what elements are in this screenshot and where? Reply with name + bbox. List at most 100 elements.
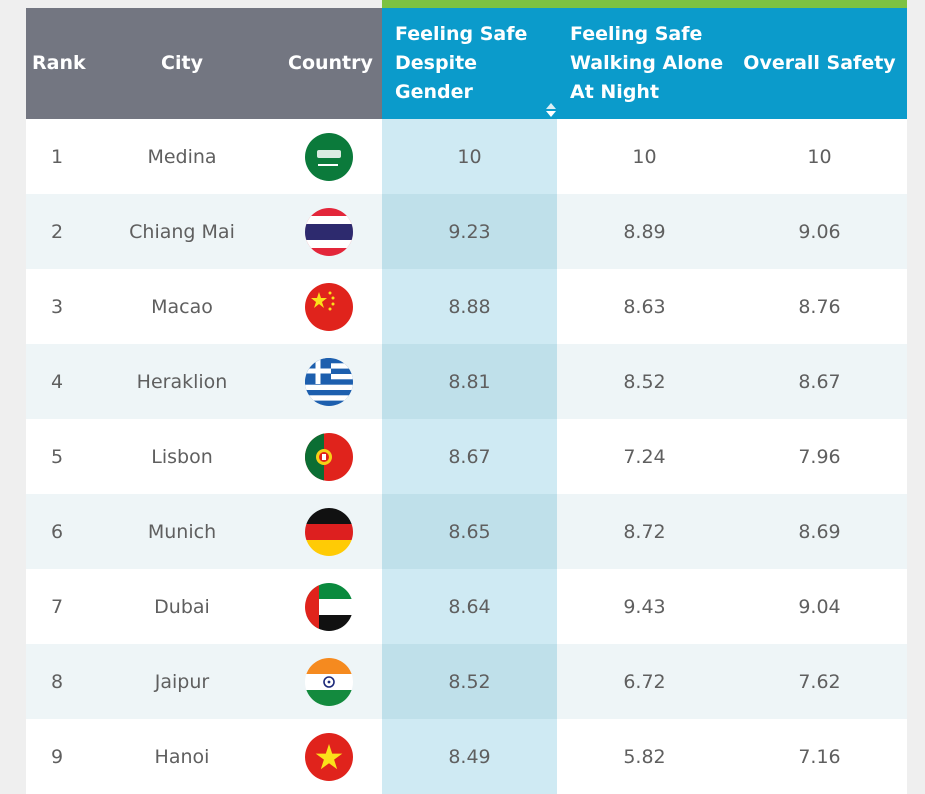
cell-country (302, 269, 356, 344)
cell-gender-value: 8.88 (448, 295, 491, 318)
cell-country (302, 419, 356, 494)
header-night-line1: Feeling Safe (570, 23, 703, 45)
table-row: 4 Heraklion 8.81 8.52 8.67 (26, 344, 907, 419)
header-city-label: City (161, 52, 203, 74)
table-row: 9 Hanoi 8.49 5.82 7.16 (26, 719, 907, 794)
cell-gender: 8.64 (382, 569, 557, 644)
cell-overall: 8.69 (732, 494, 907, 569)
header-city[interactable]: City (132, 8, 232, 119)
cell-gender: 8.49 (382, 719, 557, 794)
cell-rank-value: 4 (50, 370, 64, 393)
header-night[interactable]: Feeling Safe Walking Alone At Night (557, 8, 732, 119)
cell-rank-value: 5 (50, 445, 64, 468)
cell-city-value: Hanoi (154, 745, 210, 768)
cell-gender: 8.81 (382, 344, 557, 419)
cell-city-value: Chiang Mai (129, 220, 235, 243)
cell-overall-value: 9.04 (798, 595, 841, 618)
cell-rank-value: 2 (50, 220, 64, 243)
cell-night: 8.52 (557, 344, 732, 419)
sort-arrows-icon[interactable] (545, 102, 557, 118)
cell-overall: 7.16 (732, 719, 907, 794)
cell-gender-value: 9.23 (448, 220, 491, 243)
cell-overall: 10 (732, 119, 907, 194)
table-row: 8 Jaipur 8.52 6.72 7.62 (26, 644, 907, 719)
cell-city: Chiang Mai (114, 194, 250, 269)
cell-rank: 6 (26, 494, 88, 569)
cell-gender: 9.23 (382, 194, 557, 269)
cell-gender-value: 8.67 (448, 445, 491, 468)
cell-night: 9.43 (557, 569, 732, 644)
cell-city-value: Heraklion (136, 370, 228, 393)
cell-country (302, 344, 356, 419)
cell-gender-value: 10 (457, 145, 482, 168)
cell-overall-value: 8.67 (798, 370, 841, 393)
cell-night-value: 8.72 (623, 520, 666, 543)
china-flag-icon (305, 282, 353, 331)
germany-flag-icon (305, 507, 353, 556)
thailand-flag-icon (305, 207, 353, 256)
cell-overall-value: 8.69 (798, 520, 841, 543)
cell-city: Hanoi (114, 719, 250, 794)
cell-rank: 5 (26, 419, 88, 494)
table-row: 7 Dubai 8.64 9.43 9.04 (26, 569, 907, 644)
cell-city: Jaipur (114, 644, 250, 719)
cell-night: 10 (557, 119, 732, 194)
cell-city-value: Munich (147, 520, 217, 543)
cell-city: Munich (114, 494, 250, 569)
accent-bar (382, 0, 907, 8)
header-overall[interactable]: Overall Safety (732, 8, 907, 119)
cell-gender-value: 8.52 (448, 670, 491, 693)
cell-overall: 8.76 (732, 269, 907, 344)
cell-rank: 9 (26, 719, 88, 794)
cell-night-value: 8.89 (623, 220, 666, 243)
header-gender[interactable]: Feeling Safe Despite Gender (382, 8, 557, 119)
cell-night-value: 8.63 (623, 295, 666, 318)
header-gray-band (26, 8, 382, 119)
cell-city: Medina (114, 119, 250, 194)
cell-gender-value: 8.64 (448, 595, 491, 618)
cell-gender-value: 8.65 (448, 520, 491, 543)
greece-flag-icon (305, 357, 353, 406)
cell-night: 8.63 (557, 269, 732, 344)
header-night-line3: At Night (570, 81, 660, 103)
cell-city-value: Jaipur (154, 670, 210, 693)
header-night-line2: Walking Alone (570, 52, 724, 74)
table-row: 3 Macao 8.88 8.63 8.76 (26, 269, 907, 344)
vietnam-flag-icon (305, 732, 353, 781)
cell-overall: 9.06 (732, 194, 907, 269)
cell-overall: 7.96 (732, 419, 907, 494)
cell-country (302, 494, 356, 569)
cell-rank-value: 6 (50, 520, 64, 543)
header-blue-band (382, 8, 907, 119)
cell-overall-value: 10 (807, 145, 832, 168)
cell-night-value: 8.52 (623, 370, 666, 393)
cell-night-value: 10 (632, 145, 657, 168)
cell-country (302, 569, 356, 644)
cell-rank: 2 (26, 194, 88, 269)
cell-overall-value: 7.16 (798, 745, 841, 768)
table-row: 2 Chiang Mai 9.23 8.89 9.06 (26, 194, 907, 269)
cell-gender: 8.88 (382, 269, 557, 344)
cell-rank-value: 1 (50, 145, 64, 168)
cell-rank: 4 (26, 344, 88, 419)
header-country[interactable]: Country (288, 8, 382, 119)
header-rank-label: Rank (32, 52, 86, 74)
cell-rank: 1 (26, 119, 88, 194)
header-rank[interactable]: Rank (32, 8, 92, 119)
cell-overall-value: 8.76 (798, 295, 841, 318)
cell-night-value: 6.72 (623, 670, 666, 693)
cell-rank-value: 8 (50, 670, 64, 693)
cell-country (302, 719, 356, 794)
cell-gender: 8.52 (382, 644, 557, 719)
cell-gender: 8.65 (382, 494, 557, 569)
cell-night-value: 5.82 (623, 745, 666, 768)
cell-city-value: Medina (147, 145, 217, 168)
india-flag-icon (305, 657, 353, 706)
table-header: Rank City Country Feeling Safe Despite G… (26, 8, 907, 119)
cell-country (302, 194, 356, 269)
cell-city-value: Dubai (154, 595, 210, 618)
cell-country (302, 119, 356, 194)
cell-gender-value: 8.49 (448, 745, 491, 768)
table-row: 5 Lisbon 8.67 7.24 7.96 (26, 419, 907, 494)
cell-gender: 8.67 (382, 419, 557, 494)
